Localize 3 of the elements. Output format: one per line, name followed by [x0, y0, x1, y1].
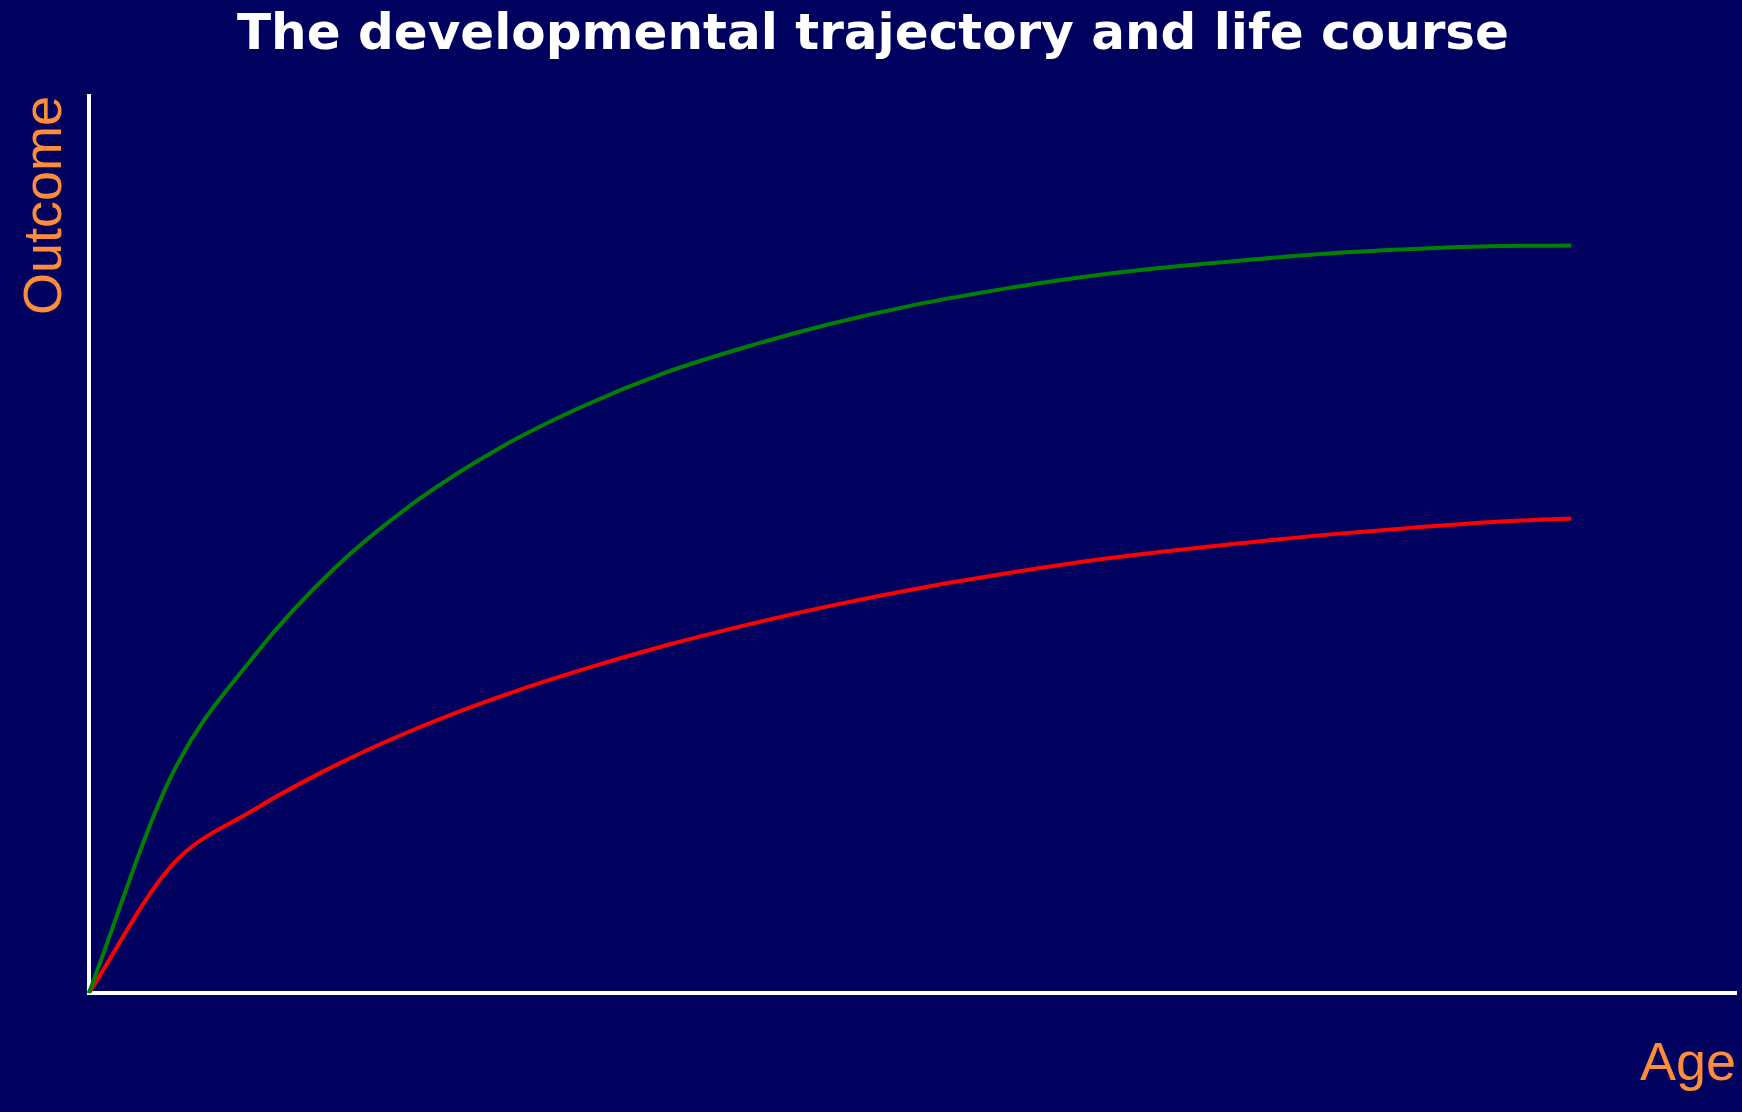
- chart-title: The developmental trajectory and life course: [237, 2, 1509, 61]
- x-axis-title: Age: [1639, 1031, 1736, 1092]
- y-axis-title: Outcome: [12, 96, 73, 316]
